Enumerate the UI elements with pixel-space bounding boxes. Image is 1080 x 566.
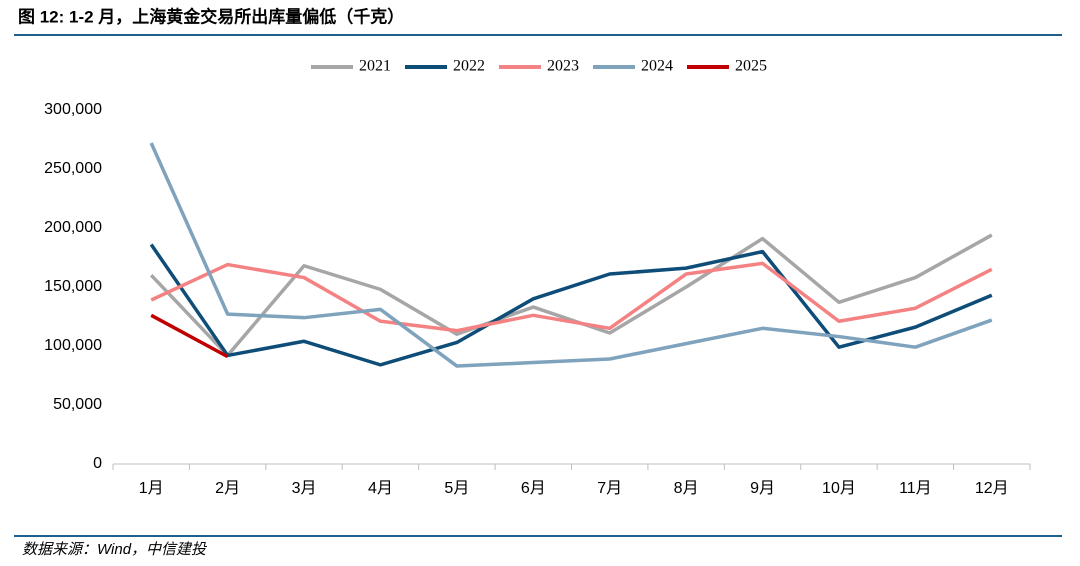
x-tick-label: 11月: [899, 480, 932, 497]
series-line: [149, 243, 993, 367]
x-tick-label: 12月: [975, 480, 1009, 497]
series-line: [149, 142, 993, 368]
x-tick-label: 2月: [215, 480, 240, 497]
x-tick-label: 8月: [674, 480, 699, 497]
y-tick-label: 50,000: [53, 396, 102, 413]
y-tick-label: 150,000: [44, 278, 102, 295]
y-tick-label: 200,000: [44, 219, 102, 236]
legend-label: 2025: [735, 58, 767, 75]
x-tick-label: 3月: [292, 480, 317, 497]
x-tick-label: 5月: [444, 480, 469, 497]
x-tick-label: 7月: [597, 480, 622, 497]
x-tick-label: 4月: [368, 480, 393, 497]
legend-label: 2022: [453, 58, 485, 75]
x-tick-label: 6月: [521, 480, 546, 497]
series-line: [150, 313, 229, 359]
legend-label: 2024: [641, 58, 673, 75]
y-tick-label: 250,000: [44, 160, 102, 177]
legend-label: 2021: [359, 58, 391, 75]
chart-title: 图 12: 1-2 月，上海黄金交易所出库量偏低（千克）: [18, 6, 404, 26]
series-line: [149, 233, 993, 358]
y-tick-label: 0: [93, 455, 102, 472]
source: 数据来源：Wind，中信建投: [22, 541, 208, 558]
x-tick-label: 9月: [750, 480, 775, 497]
series-line: [150, 261, 993, 333]
legend-label: 2023: [547, 58, 579, 75]
x-tick-label: 10月: [822, 480, 856, 497]
y-tick-label: 300,000: [44, 101, 102, 118]
y-tick-label: 100,000: [44, 337, 102, 354]
x-tick-label: 1月: [139, 480, 164, 497]
